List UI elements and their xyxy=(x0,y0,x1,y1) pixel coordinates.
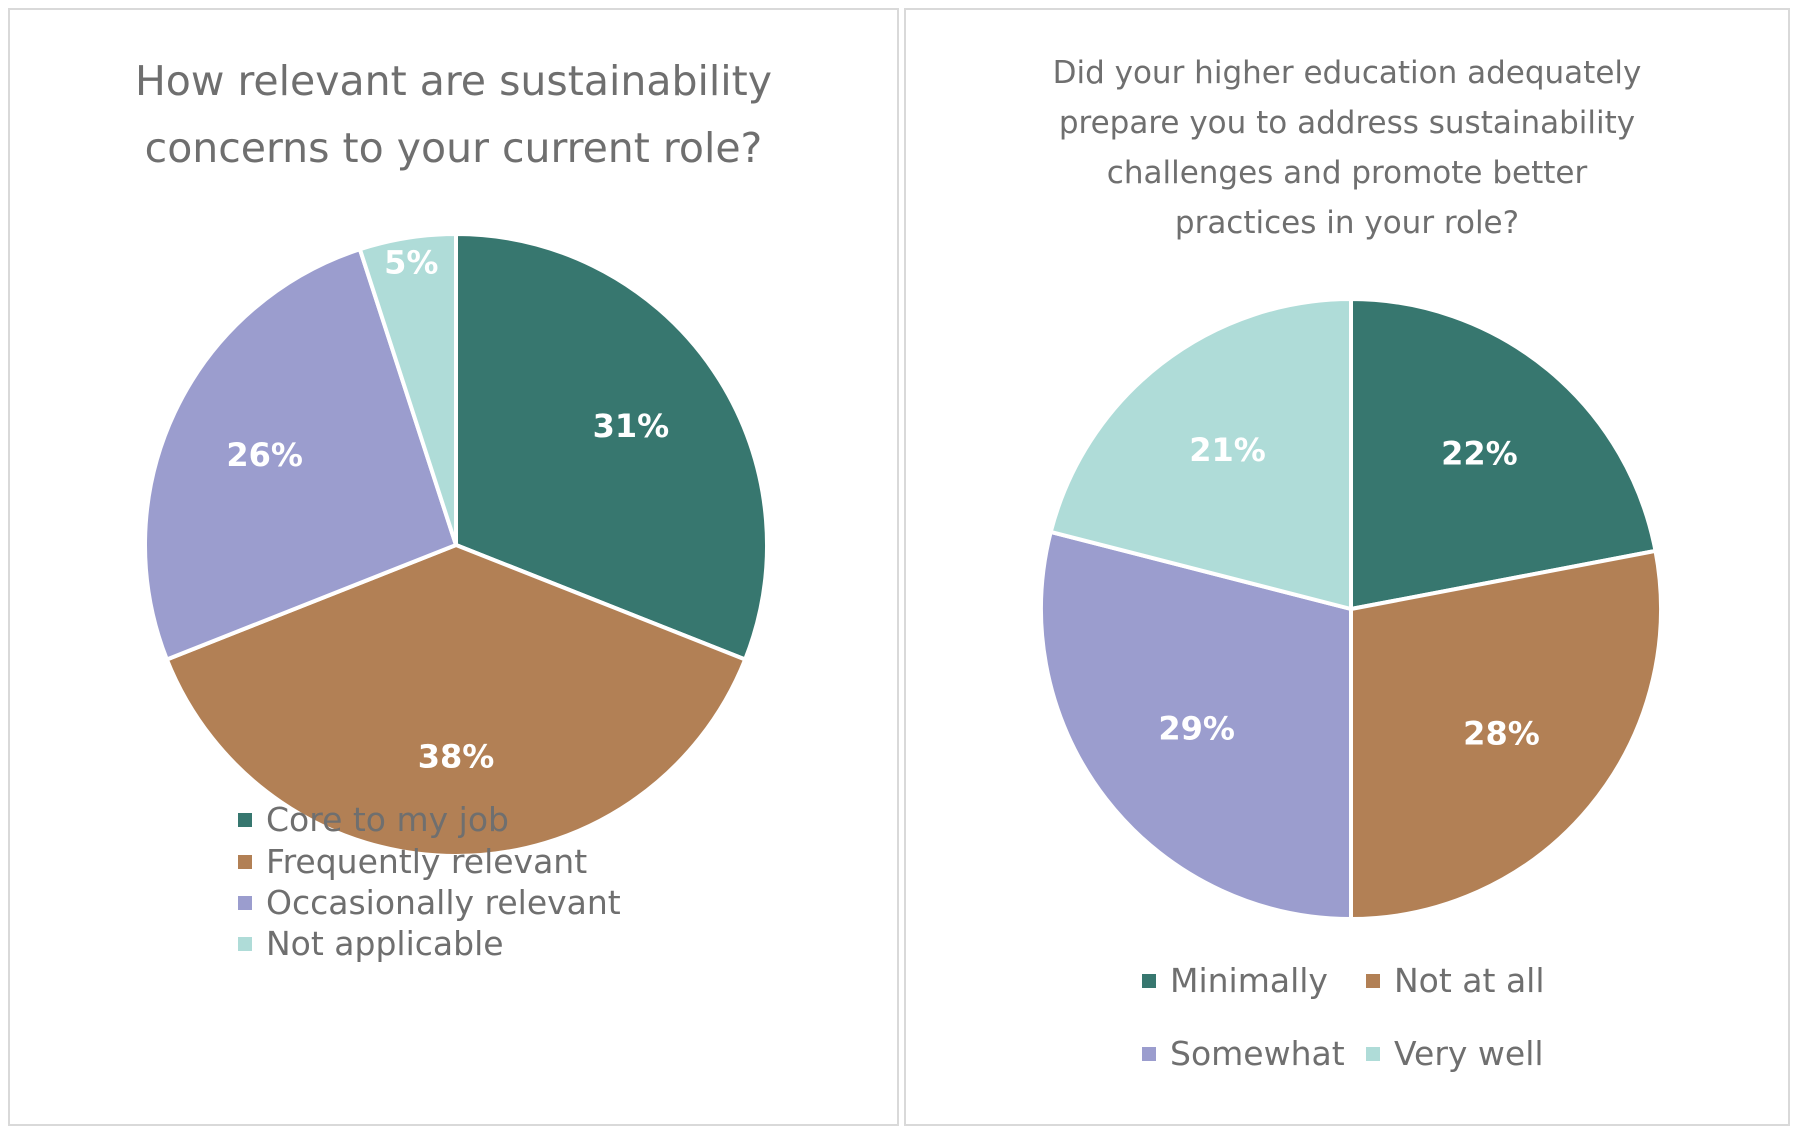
chart-panel-education: Did your higher education adequately pre… xyxy=(904,8,1790,1126)
legend-label: Very well xyxy=(1394,1034,1544,1073)
legend-label: Not at all xyxy=(1394,961,1545,1000)
data-label: 29% xyxy=(1158,710,1235,748)
pie-slice-minimally xyxy=(1349,297,1658,611)
chart-title: How relevant are sustainability concerns… xyxy=(10,48,897,182)
chart-title-line: practices in your role? xyxy=(1174,205,1520,241)
pie-slice-not-applicable xyxy=(357,232,458,547)
chart-title: Did your higher education adequately pre… xyxy=(906,48,1788,248)
chart-title-line: challenges and promote better xyxy=(1106,155,1588,191)
legend-item-very-well: Very well xyxy=(1366,1034,1544,1073)
legend-swatch xyxy=(238,812,252,827)
pie-chart-relevance: 31% 38% 26% 5% xyxy=(143,232,769,858)
pie-slice-somewhat xyxy=(1039,529,1353,921)
chart-title-line: Did your higher education adequately xyxy=(1052,55,1642,91)
legend-swatch xyxy=(238,936,252,951)
legend-item-not-at-all: Not at all xyxy=(1366,961,1545,1000)
legend-swatch xyxy=(1142,973,1156,988)
legend-item-somewhat: Somewhat xyxy=(1142,1034,1345,1073)
legend-item-core: Core to my job xyxy=(238,800,509,839)
legend-swatch xyxy=(1366,973,1380,988)
data-label: 26% xyxy=(226,436,303,474)
legend-item-not-applicable: Not applicable xyxy=(238,924,504,963)
legend-label: Minimally xyxy=(1170,961,1328,1000)
chart-title-line: concerns to your current role? xyxy=(144,124,763,172)
pie-slice-not-at-all xyxy=(1349,548,1663,921)
legend-swatch xyxy=(238,854,252,869)
legend-item-occasionally: Occasionally relevant xyxy=(238,883,621,922)
data-label: 22% xyxy=(1441,435,1518,473)
legend-label: Not applicable xyxy=(266,924,504,963)
legend-label: Somewhat xyxy=(1170,1034,1345,1073)
legend-item-minimally: Minimally xyxy=(1142,961,1328,1000)
data-label: 38% xyxy=(418,737,495,775)
data-label: 28% xyxy=(1463,714,1540,752)
chart-title-line: How relevant are sustainability xyxy=(134,57,773,105)
pie-chart-education: 22% 28% 29% 21% xyxy=(1039,297,1663,921)
pie-slice-very-well xyxy=(1048,297,1353,611)
pie-slice-frequently-relevant xyxy=(164,543,748,858)
data-label: 5% xyxy=(384,243,438,281)
pie-slice-occasionally-relevant xyxy=(143,247,458,662)
legend-label: Core to my job xyxy=(266,800,509,839)
data-label: 31% xyxy=(593,407,670,445)
legend-swatch xyxy=(1142,1046,1156,1061)
legend-swatch xyxy=(238,895,252,910)
legend-label: Frequently relevant xyxy=(266,842,588,881)
legend-swatch xyxy=(1366,1046,1380,1061)
legend-item-frequently: Frequently relevant xyxy=(238,842,587,881)
legend-label: Occasionally relevant xyxy=(266,883,621,922)
chart-title-line: prepare you to address sustainability xyxy=(1058,105,1636,141)
pie-slice-core-to-my-job xyxy=(454,232,769,662)
chart-panel-relevance: How relevant are sustainability concerns… xyxy=(8,8,899,1126)
data-label: 21% xyxy=(1189,431,1266,469)
